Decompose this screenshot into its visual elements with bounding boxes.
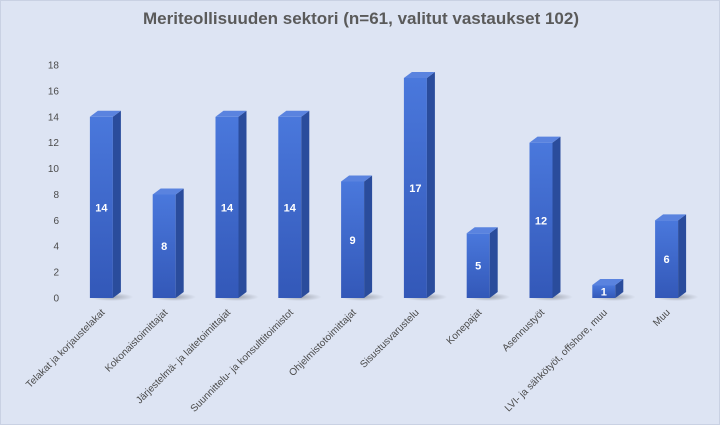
- data-label: 9: [350, 235, 356, 247]
- category-label: Muu: [651, 307, 673, 329]
- bar-front: [655, 220, 679, 298]
- bar: [278, 110, 310, 299]
- category-label: Kokonaistoimittajat: [103, 307, 170, 374]
- bar-side: [426, 71, 435, 298]
- data-label: 1: [601, 287, 607, 299]
- bar-top: [89, 110, 121, 117]
- chart-title: Meriteollisuuden sektori (n=61, valitut …: [142, 9, 579, 28]
- y-tick-label: 16: [48, 86, 60, 97]
- bar-front: [278, 116, 302, 299]
- bar-top: [152, 188, 184, 195]
- bar-top: [278, 110, 310, 117]
- bar: [89, 110, 121, 299]
- y-tick-label: 0: [53, 294, 59, 305]
- data-label: 12: [535, 215, 547, 227]
- data-label: 5: [475, 261, 481, 273]
- bar: [341, 175, 373, 298]
- bar-side: [301, 110, 310, 299]
- bar-front: [152, 194, 176, 298]
- bar-side: [489, 227, 498, 298]
- bar-front: [403, 77, 427, 298]
- bar-top: [466, 227, 498, 234]
- y-tick-label: 14: [48, 112, 60, 123]
- bar-side: [552, 136, 561, 298]
- bar-top: [341, 175, 373, 182]
- y-tick-label: 12: [48, 138, 60, 149]
- category-label: Sisustusvarustelu: [358, 307, 421, 370]
- category-label: Konepajat: [445, 307, 485, 347]
- bar-side: [112, 110, 121, 299]
- y-tick-label: 6: [53, 216, 59, 227]
- bar-side: [678, 214, 687, 298]
- bar: [592, 279, 624, 298]
- bar-front: [466, 233, 490, 298]
- bar-top: [655, 214, 687, 221]
- data-label: 8: [161, 241, 167, 253]
- y-tick-label: 8: [53, 190, 59, 201]
- bar: [152, 188, 184, 298]
- bar-top: [215, 110, 247, 117]
- bar: [466, 227, 498, 298]
- data-label: 14: [95, 202, 108, 214]
- bar: [215, 110, 247, 299]
- y-tick-label: 2: [53, 268, 59, 279]
- category-label: Telakat ja korjaustelakat: [24, 307, 107, 390]
- data-label: 14: [221, 202, 234, 214]
- y-tick-label: 10: [48, 164, 60, 175]
- bar-top: [403, 71, 435, 78]
- bar-side: [364, 175, 373, 298]
- y-tick-label: 4: [53, 242, 59, 253]
- y-tick-label: 18: [48, 61, 60, 72]
- bar-front: [592, 285, 616, 298]
- category-label: LVI- ja sähkötyöt, offshore, muu: [503, 307, 610, 414]
- bar: [403, 71, 435, 298]
- bar-top: [592, 279, 624, 286]
- y-axis: 0 2 4 6 8 10 12 14 16 18: [48, 61, 60, 305]
- bar-front: [89, 116, 113, 299]
- bar-side: [238, 110, 247, 299]
- category-label: Ohjelmistotoimittajat: [287, 307, 359, 379]
- bar-top: [529, 136, 561, 143]
- data-label: 14: [284, 202, 297, 214]
- data-label: 6: [664, 254, 670, 266]
- bars: 14 8 14 14 9 17 5 12 1 6: [89, 71, 687, 299]
- bar-side: [175, 188, 184, 298]
- bar: [655, 214, 687, 298]
- x-axis: Telakat ja korjaustelakatKokonaistoimitt…: [24, 307, 672, 414]
- bar-front: [215, 116, 239, 299]
- data-label: 17: [409, 183, 421, 195]
- category-label: Asennustyöt: [500, 307, 547, 354]
- bar: [529, 136, 561, 298]
- bar-side: [615, 279, 624, 298]
- bar-front: [341, 181, 365, 298]
- category-label: Suunnittelu- ja konsulttitoimistot: [189, 307, 296, 414]
- bar-front: [529, 142, 553, 298]
